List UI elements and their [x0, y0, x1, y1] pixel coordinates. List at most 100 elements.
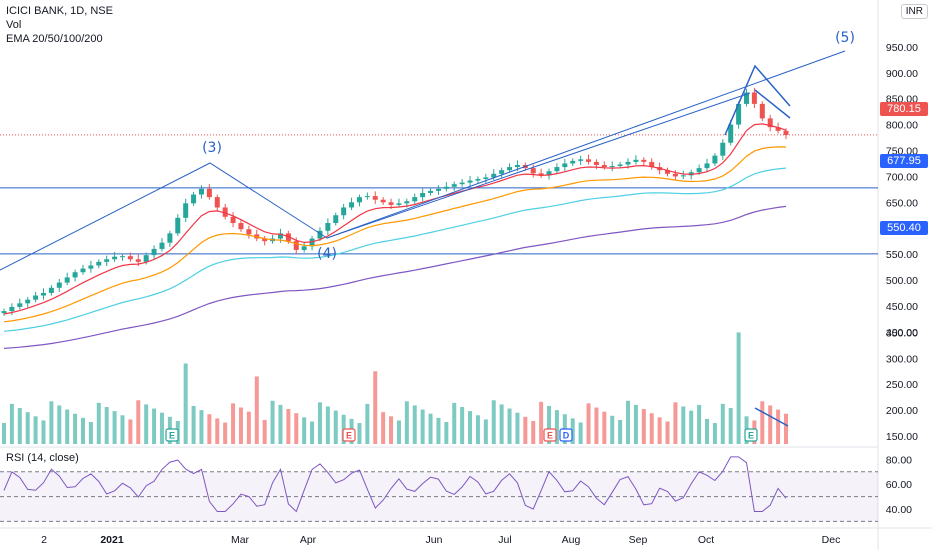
volume-bar [420, 409, 425, 444]
candle-body [380, 199, 386, 203]
level-low-tag: 550.40 [880, 221, 928, 235]
candle-body [64, 277, 70, 283]
candle-body [783, 130, 789, 135]
rsi-line [3, 456, 787, 513]
time-tick-label: 2021 [100, 534, 124, 546]
volume-bar [152, 408, 157, 444]
volume-bar [310, 421, 315, 444]
volume-bar [720, 403, 725, 444]
volume-bar [428, 413, 433, 444]
candle-body [143, 255, 149, 262]
volume-tick-label: 250.00 [886, 379, 918, 391]
candle-body [641, 159, 647, 162]
volume-bar [507, 408, 512, 444]
price-tick-label: 900.00 [886, 68, 918, 80]
volume-bar [80, 417, 85, 444]
candle-body [96, 261, 102, 266]
candle-body [451, 184, 457, 187]
currency-badge[interactable]: INR [900, 4, 928, 19]
volume-bar [697, 404, 702, 444]
volume-bar [333, 410, 338, 444]
candle-body [728, 124, 734, 143]
volume-bar [302, 417, 307, 444]
volume-tick-label: 300.00 [886, 353, 918, 365]
price-tick-label: 450.00 [886, 301, 918, 313]
candle-body [135, 259, 141, 262]
candle-body [665, 170, 671, 174]
time-tick-label: Mar [231, 534, 250, 546]
price-tick-label: 800.00 [886, 120, 918, 132]
candle-body [696, 168, 702, 173]
candle-body [183, 203, 189, 218]
candle-body [633, 159, 639, 162]
candle-body [80, 268, 86, 273]
time-tick-label: Sep [629, 534, 648, 546]
volume-bar [373, 371, 378, 444]
candle-body [775, 127, 781, 131]
price-tick-label: 500.00 [886, 275, 918, 287]
last-price-tag: 780.15 [880, 102, 928, 116]
candle-body [127, 256, 133, 260]
volume-bar [475, 415, 480, 444]
volume-bar [404, 401, 409, 444]
candle-body [33, 295, 39, 300]
volume-bar [389, 416, 394, 444]
candle-body [151, 248, 157, 256]
time-tick-label: Jul [498, 534, 511, 546]
candle-body [483, 177, 489, 179]
volume-bar [594, 407, 599, 444]
candle-body [25, 299, 31, 304]
volume-bar [2, 423, 6, 444]
earnings-marker-label: E [748, 431, 754, 441]
candle-body [119, 256, 125, 258]
candle-body [341, 207, 347, 216]
candle-body [404, 201, 410, 204]
candle-body [1, 311, 7, 314]
volume-bar [665, 421, 670, 444]
volume-bar [784, 413, 788, 444]
candle-body [467, 180, 473, 183]
candle-body [293, 241, 299, 250]
volume-bar [657, 417, 662, 444]
candle-body [491, 173, 497, 178]
volume-bar [317, 402, 322, 444]
candle-body [198, 188, 204, 195]
volume-bar [88, 422, 93, 444]
volume-bar [728, 408, 733, 444]
volume-bar [144, 404, 149, 444]
candle-body [538, 173, 544, 176]
rsi-tick-label: 60.00 [886, 479, 912, 491]
candle-body [736, 103, 742, 125]
volume-bar [673, 402, 678, 444]
ema-20-line [3, 123, 787, 315]
wave-count-line [0, 92, 751, 271]
earnings-marker-label: E [169, 431, 175, 441]
candle-body [222, 207, 228, 217]
volume-bar [633, 404, 638, 444]
candle-body [459, 182, 465, 185]
candle-body [744, 92, 750, 104]
candle-body [301, 246, 307, 250]
volume-bar [262, 419, 267, 444]
earnings-marker-label: E [346, 431, 352, 441]
volume-bar [641, 409, 646, 444]
volume-bar [183, 363, 188, 444]
candle-body [56, 282, 62, 288]
volume-trend-line [754, 407, 789, 427]
candle-body [751, 92, 757, 104]
volume-bar [396, 420, 401, 444]
volume-bar [278, 404, 283, 444]
candle-body [586, 159, 592, 162]
volume-bar [712, 423, 717, 444]
volume-bar [325, 406, 330, 444]
volume-bar [468, 411, 473, 444]
time-tick-label: Dec [822, 534, 841, 546]
candle-body [333, 215, 339, 224]
volume-bar [436, 417, 441, 444]
candle-body [230, 216, 236, 224]
candle-body [617, 164, 623, 167]
time-tick-label: Aug [562, 534, 581, 546]
candle-body [578, 159, 584, 161]
volume-bar [515, 412, 520, 444]
